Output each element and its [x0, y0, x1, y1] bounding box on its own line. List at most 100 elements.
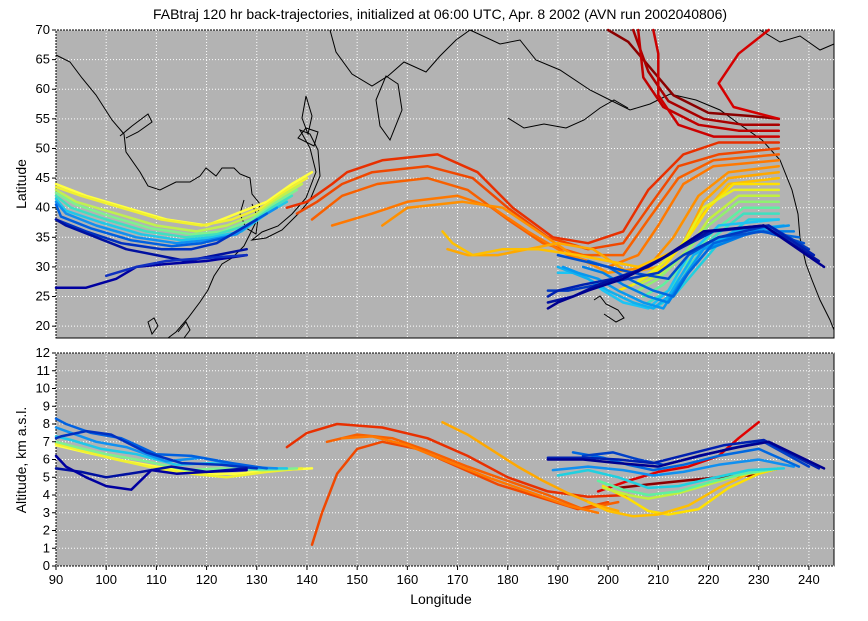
alt-ytick-label: 1: [43, 540, 50, 555]
alt-trajectory-16: [546, 440, 826, 470]
lat-trajectory-1: [631, 28, 781, 127]
lat-trajectory-6: [295, 147, 781, 251]
latitude-axis-label: Latitude: [13, 159, 29, 209]
coastline-alaska: [469, 29, 807, 265]
xtick-label: 200: [597, 572, 619, 587]
lat-trajectory-38: [54, 218, 248, 263]
coastline-siberia: [329, 29, 471, 87]
lat-ytick-label: 25: [36, 289, 50, 304]
longitude-axis-label: Longitude: [410, 591, 472, 607]
coastline-map: [55, 29, 835, 339]
coastline-sakhalin: [301, 95, 313, 136]
coastline-japan: [250, 129, 321, 241]
coastline-north-america: [805, 263, 835, 331]
alt-trajectory-19: [54, 440, 299, 472]
xtick-label: 190: [547, 572, 569, 587]
xtick-label: 120: [196, 572, 218, 587]
lat-ytick-label: 40: [36, 200, 50, 215]
alt-trajectory-8: [586, 467, 781, 518]
coastline-philippines: [177, 321, 191, 339]
xtick-label: 220: [698, 572, 720, 587]
alt-ytick-label: 10: [36, 381, 50, 396]
alt-ytick-label: 12: [36, 345, 50, 360]
alt-ytick-label: 7: [43, 434, 50, 449]
alt-ytick-label: 8: [43, 416, 50, 431]
alt-trajectory-7: [601, 467, 781, 516]
xtick-label: 150: [346, 572, 368, 587]
xtick-label: 140: [296, 572, 318, 587]
altitude-axis-label: Altitude, km a.s.l.: [13, 407, 29, 514]
alt-trajectory-18: [54, 442, 304, 479]
alt-ytick-label: 2: [43, 523, 50, 538]
xtick-label: 180: [497, 572, 519, 587]
latitude-tick-labels: 20 25 30 35 40 45 50 55 60 65 70: [36, 22, 56, 333]
lat-ytick-label: 20: [36, 318, 50, 333]
coastline-hokkaido: [297, 127, 319, 147]
xtick-label: 90: [49, 572, 63, 587]
lat-ytick-label: 30: [36, 259, 50, 274]
alt-ytick-label: 4: [43, 487, 50, 502]
lat-trajectory-0: [606, 28, 781, 121]
lat-trajectory-28: [546, 224, 826, 310]
coastline-canada-north: [759, 29, 835, 51]
lat-trajectory-7: [310, 153, 781, 257]
latitude-panel: 20 25 30 35 40 45 50 55 60 65 70 Latitude: [13, 22, 835, 339]
alt-ytick-label: 11: [37, 363, 51, 378]
lat-ytick-label: 35: [36, 229, 50, 244]
alt-trajectory-22: [54, 417, 269, 470]
xtick-label: 100: [95, 572, 117, 587]
lat-ytick-label: 60: [36, 81, 50, 96]
lat-trajectory-37: [54, 218, 259, 251]
alt-trajectory-12: [551, 458, 796, 477]
lat-trajectory-24: [556, 230, 806, 281]
lat-trajectory-32: [54, 188, 299, 236]
lat-trajectory-23: [586, 230, 801, 298]
lat-trajectory-3: [652, 28, 781, 138]
coastline-islands: [119, 113, 153, 139]
coastline-kamchatka: [375, 75, 403, 142]
alt-trajectory-10: [596, 467, 781, 497]
alt-ytick-label: 9: [43, 398, 50, 413]
coastline-hawaii: [593, 295, 625, 323]
alt-ytick-label: 6: [43, 452, 50, 467]
alt-trajectory-15: [546, 438, 821, 470]
lat-trajectory-30: [54, 176, 309, 227]
xtick-label: 240: [798, 572, 820, 587]
coastline-asia: [55, 54, 261, 339]
lat-trajectory-5: [285, 141, 781, 245]
longitude-tick-labels: 90 100 110 120 130 140 150 160 170 180 190 200 210 22…: [49, 566, 820, 587]
latitude-trajectories: [54, 28, 826, 310]
xtick-label: 110: [146, 572, 167, 587]
lat-ytick-label: 70: [36, 22, 50, 37]
lat-ytick-label: 45: [36, 170, 50, 185]
lat-trajectory-2: [636, 28, 781, 132]
alt-trajectory-23: [54, 429, 259, 470]
lat-trajectory-33: [54, 194, 294, 239]
xtick-label: 210: [647, 572, 669, 587]
alt-ytick-label: 3: [43, 505, 50, 520]
coastline-taiwan: [147, 317, 159, 336]
xtick-label: 170: [447, 572, 469, 587]
lat-trajectory-40: [104, 253, 248, 278]
lat-ytick-label: 50: [36, 140, 50, 155]
xtick-label: 160: [397, 572, 419, 587]
lat-trajectory-8: [330, 159, 781, 269]
alt-ytick-label: 0: [43, 558, 50, 573]
lat-trajectory-13: [631, 188, 781, 286]
altitude-trajectories: [54, 417, 826, 546]
lat-trajectory-4: [717, 28, 781, 121]
alt-trajectory-25: [54, 454, 248, 491]
xtick-label: 230: [748, 572, 770, 587]
xtick-label: 130: [246, 572, 268, 587]
lat-ytick-label: 65: [36, 52, 50, 67]
alt-trajectory-11: [556, 467, 786, 490]
lat-trajectory-25: [546, 224, 811, 292]
lat-trajectory-31: [54, 182, 304, 233]
chart-title: FABtraj 120 hr back-trajectories, initia…: [153, 6, 727, 22]
alt-trajectory-5: [340, 435, 600, 515]
lat-ytick-label: 55: [36, 111, 50, 126]
alt-ytick-label: 5: [43, 469, 50, 484]
